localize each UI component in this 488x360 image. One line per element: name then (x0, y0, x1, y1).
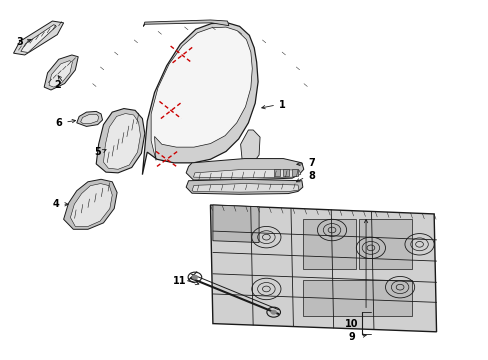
Text: 7: 7 (307, 158, 314, 168)
Text: 4: 4 (52, 199, 59, 209)
Polygon shape (81, 114, 99, 123)
Polygon shape (44, 55, 78, 90)
Text: 9: 9 (347, 332, 354, 342)
Polygon shape (142, 23, 258, 175)
Polygon shape (151, 27, 252, 160)
Text: 6: 6 (55, 118, 62, 128)
Polygon shape (103, 113, 140, 169)
Polygon shape (14, 21, 63, 55)
Polygon shape (358, 219, 411, 269)
Polygon shape (192, 184, 298, 192)
Text: 8: 8 (307, 171, 314, 181)
Polygon shape (21, 24, 56, 53)
Polygon shape (302, 280, 411, 316)
Polygon shape (70, 184, 112, 226)
Polygon shape (273, 169, 279, 176)
Polygon shape (212, 205, 259, 243)
Text: 2: 2 (54, 80, 61, 90)
Polygon shape (210, 205, 436, 332)
Circle shape (192, 275, 198, 279)
Text: 11: 11 (172, 276, 186, 286)
Polygon shape (283, 169, 288, 176)
Circle shape (270, 310, 276, 314)
Text: 1: 1 (279, 100, 285, 110)
Polygon shape (193, 169, 300, 178)
Polygon shape (77, 111, 102, 126)
Text: 3: 3 (17, 37, 23, 48)
Polygon shape (143, 20, 228, 26)
Polygon shape (49, 61, 72, 87)
Text: 5: 5 (94, 147, 101, 157)
Polygon shape (302, 219, 356, 269)
Polygon shape (186, 158, 303, 180)
Text: 10: 10 (344, 319, 358, 329)
Polygon shape (96, 109, 144, 173)
Polygon shape (291, 169, 297, 176)
Polygon shape (240, 130, 260, 164)
Polygon shape (63, 179, 117, 229)
Polygon shape (186, 179, 302, 194)
